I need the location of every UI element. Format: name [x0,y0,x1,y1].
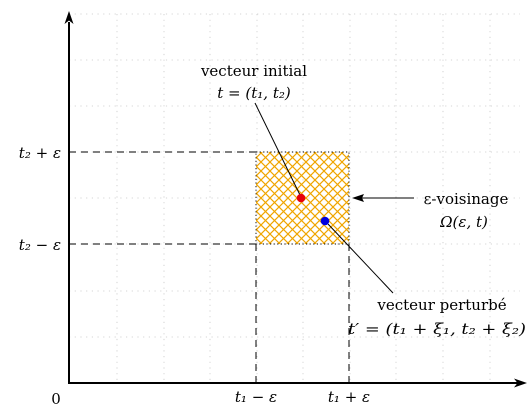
y-axis-arrow-icon [64,11,74,24]
x-tick-upper-label: t₁ + ε [328,388,370,406]
initial-vector-point [296,193,306,203]
x-tick-lower-label: t₁ − ε [235,388,277,406]
y-tick-lower-label: t₂ − ε [19,236,61,254]
perturbed-vector-point [320,216,330,226]
axes [68,22,518,384]
y-tick-upper-label: t₂ + ε [19,144,61,162]
perturbed-vector-caption: vecteur perturbé [376,296,506,314]
perturbed-vector-formula: t′ = (t₁ + ξ₁, t₂ + ξ₂) [348,320,526,338]
x-axis-arrow-icon [514,378,527,388]
initial-vector-formula: t = (t₁, t₂) [217,84,291,102]
origin-label: 0 [51,390,61,408]
neighborhood-caption: ε-voisinage [424,190,509,208]
pointer-lines [254,102,394,294]
epsilon-neighborhood-border [255,151,350,245]
neighborhood-formula: Ω(ε, t) [439,213,488,231]
neighborhood-pointer-arrow-icon [352,194,364,202]
initial-vector-caption: vecteur initial [200,62,307,80]
